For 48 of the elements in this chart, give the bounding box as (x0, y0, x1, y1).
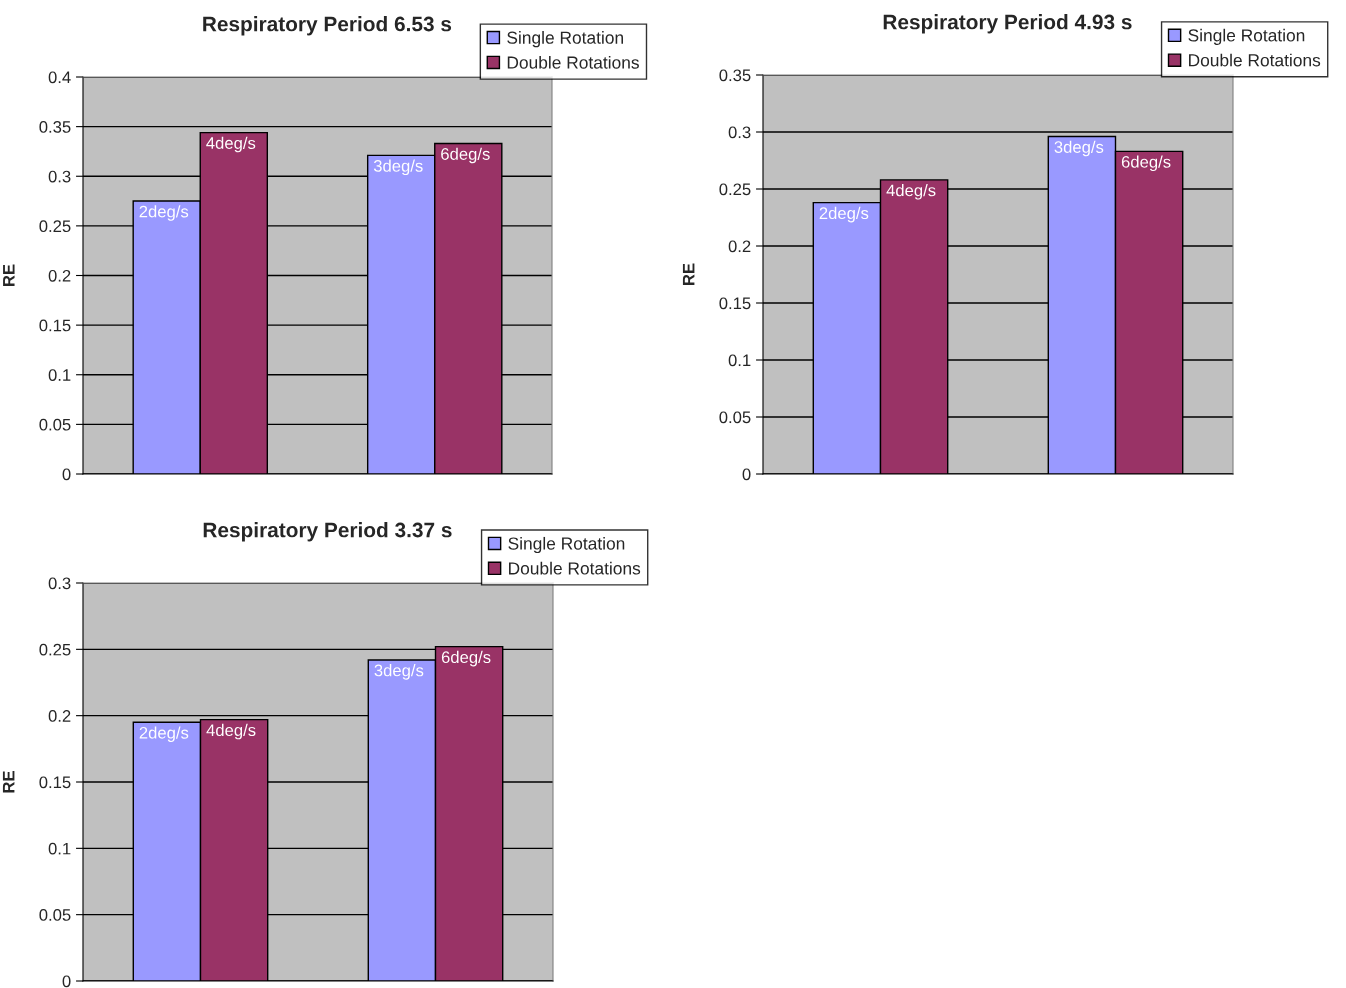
y-tick-label: 0.15 (39, 319, 71, 332)
legend-label: Single Rotation (507, 31, 623, 48)
legend-label: Double Rotations (1189, 53, 1321, 67)
y-tick-label: 0.25 (39, 220, 71, 233)
y-axis-title: RE (682, 263, 695, 285)
y-tick-label: 0.25 (39, 643, 71, 656)
y-tick-label: 0.1 (48, 842, 71, 855)
y-tick-label: 0.2 (48, 269, 71, 282)
y-axis-title: RE (3, 264, 15, 286)
annotation: 3deg/s (373, 159, 423, 176)
annotation: 2deg/s (139, 726, 189, 742)
annotation: 4deg/s (206, 136, 256, 153)
legend-label: Double Rotations (509, 561, 641, 575)
annotation: 3deg/s (374, 664, 424, 680)
annotation: 2deg/s (819, 206, 869, 223)
y-tick-label: 0 (62, 975, 71, 988)
y-tick-label: 0.05 (39, 418, 71, 431)
y-tick-label: 0.2 (728, 240, 751, 253)
annotation: 3deg/s (1054, 140, 1104, 157)
y-tick-label: 0.25 (719, 183, 751, 196)
annotation: 2deg/s (139, 205, 189, 221)
y-tick-label: 0.3 (48, 577, 71, 590)
y-tick-label: 0 (62, 468, 71, 481)
legend-label: Single Rotation (508, 536, 625, 554)
y-axis-title: RE (2, 771, 15, 793)
y-tick-label: 0.1 (48, 369, 71, 381)
annotation: 4deg/s (206, 723, 256, 740)
y-tick-label: 0.15 (719, 297, 751, 310)
y-tick-label: 0.35 (39, 121, 71, 133)
chart-title: Respiratory Period 3.37 s (203, 522, 452, 542)
annotation: 6deg/s (1121, 155, 1171, 172)
y-tick-label: 0.35 (719, 69, 751, 82)
y-tick-label: 0.4 (48, 71, 71, 84)
chart-title: Respiratory Period 4.93 s (883, 14, 1132, 34)
y-tick-label: 0.1 (728, 354, 751, 367)
annotation: 6deg/s (441, 650, 491, 667)
legend-label: Double Rotations (507, 55, 639, 69)
legend-label: Single Rotation (1188, 28, 1305, 45)
y-tick-label: 0 (742, 468, 751, 481)
y-tick-label: 0.05 (39, 909, 71, 921)
annotation: 6deg/s (441, 147, 490, 164)
y-tick-label: 0.3 (48, 170, 71, 183)
chart-title: Respiratory Period 6.53 s (203, 16, 452, 36)
y-tick-label: 0.2 (48, 710, 71, 722)
annotation: 4deg/s (886, 184, 936, 200)
y-tick-label: 0.15 (39, 776, 71, 789)
y-tick-label: 0.3 (728, 126, 751, 139)
y-tick-label: 0.05 (719, 411, 751, 424)
